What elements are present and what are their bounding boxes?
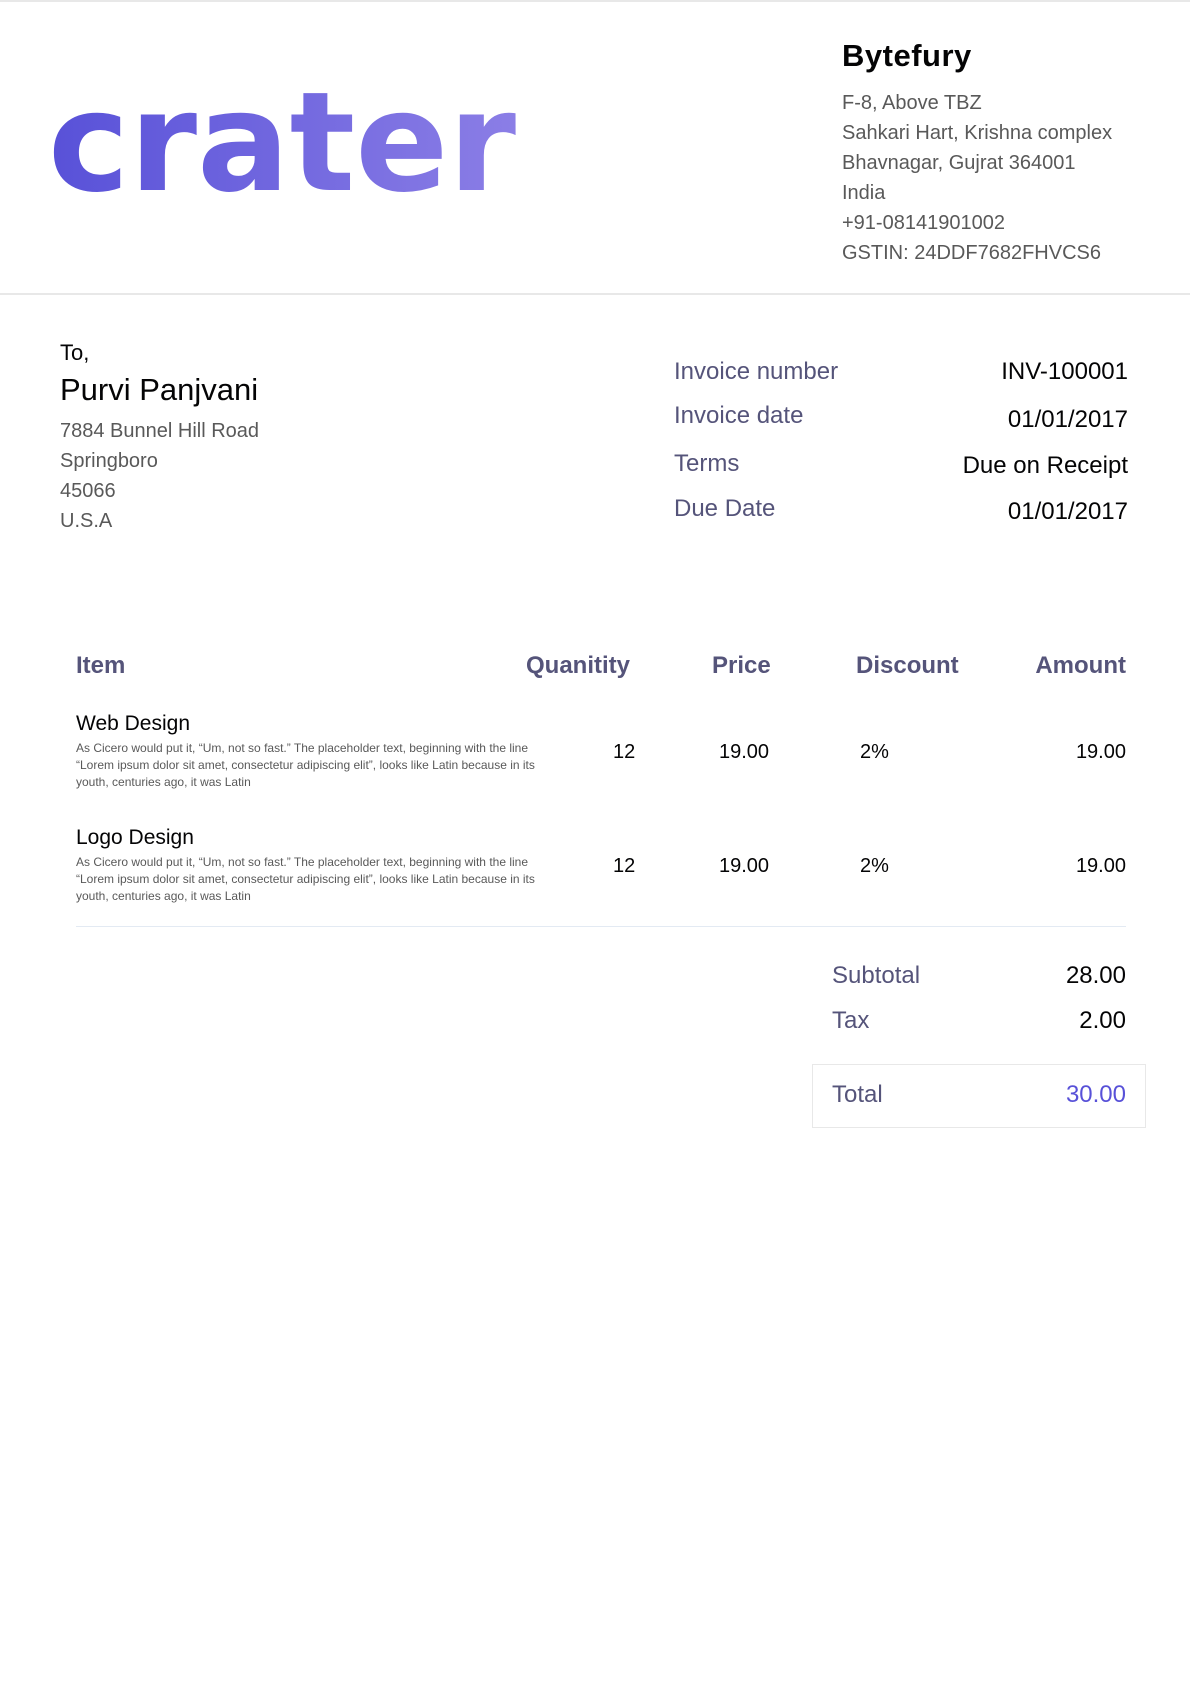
- item-description: As Cicero would put it, “Um, not so fast…: [76, 855, 535, 903]
- terms-label: Terms: [674, 450, 740, 477]
- header-item: Item: [76, 652, 126, 679]
- header-quantity: Quanitity: [526, 652, 631, 679]
- customer-address-line: 7884 Bunnel Hill Road: [60, 420, 260, 442]
- item-discount: 2%: [860, 855, 889, 877]
- item-amount: 19.00: [1075, 855, 1126, 877]
- customer-address: 7884 Bunnel Hill Road Springboro 45066 U…: [60, 416, 259, 536]
- tax-label: Tax: [832, 1007, 870, 1034]
- invoice-date-value: 01/01/2017: [1007, 406, 1128, 433]
- item-quantity: 12: [613, 741, 636, 763]
- customer-address-line: Springboro: [60, 450, 158, 472]
- invoice-date-label: Invoice date: [674, 402, 804, 429]
- item-amount: 19.00: [1075, 741, 1126, 763]
- header-discount: Discount: [856, 652, 959, 679]
- table-divider: [76, 926, 1126, 927]
- header-price: Price: [712, 652, 771, 679]
- logo-text: crater: [48, 70, 516, 200]
- item-name: Logo Design: [76, 826, 194, 849]
- customer-address-line: U.S.A: [60, 510, 113, 532]
- item-description: As Cicero would put it, “Um, not so fast…: [76, 741, 535, 789]
- item-discount: 2%: [860, 741, 889, 763]
- company-name: Bytefury: [842, 38, 972, 73]
- customer-address-line: 45066: [60, 480, 116, 502]
- item-quantity: 12: [613, 855, 636, 877]
- total-label: Total: [832, 1081, 883, 1108]
- subtotal-value: 28.00: [1065, 962, 1126, 989]
- total-value: 30.00: [1065, 1081, 1126, 1108]
- due-date-label: Due Date: [674, 495, 776, 522]
- company-address-line: F-8, Above TBZ: [842, 92, 982, 114]
- company-gstin: GSTIN: 24DDF7682FHVCS6: [842, 242, 1101, 264]
- header-divider: [0, 293, 1190, 295]
- total-box: [812, 1064, 1146, 1128]
- company-address-line: Sahkari Hart, Krishna complex: [842, 122, 1113, 144]
- customer-name: Purvi Panjvani: [60, 372, 259, 407]
- item-price: 19.00: [719, 741, 770, 763]
- top-border: [0, 0, 1190, 2]
- invoice-number-value: INV-100001: [1001, 358, 1128, 385]
- terms-value: Due on Receipt: [962, 452, 1128, 479]
- crater-logo: crater: [48, 70, 516, 200]
- company-address-line: Bhavnagar, Gujrat 364001: [842, 152, 1076, 174]
- item-price: 19.00: [719, 855, 770, 877]
- company-address-line: India: [842, 182, 886, 204]
- subtotal-label: Subtotal: [832, 962, 921, 989]
- tax-value: 2.00: [1079, 1007, 1126, 1034]
- item-name: Web Design: [76, 712, 191, 735]
- company-address: F-8, Above TBZ Sahkari Hart, Krishna com…: [842, 88, 1112, 268]
- invoice-number-label: Invoice number: [674, 358, 839, 385]
- due-date-value: 01/01/2017: [1007, 498, 1128, 525]
- header-amount: Amount: [1035, 652, 1126, 679]
- bill-to-label: To,: [60, 340, 90, 365]
- company-phone: +91-08141901002: [842, 212, 1005, 234]
